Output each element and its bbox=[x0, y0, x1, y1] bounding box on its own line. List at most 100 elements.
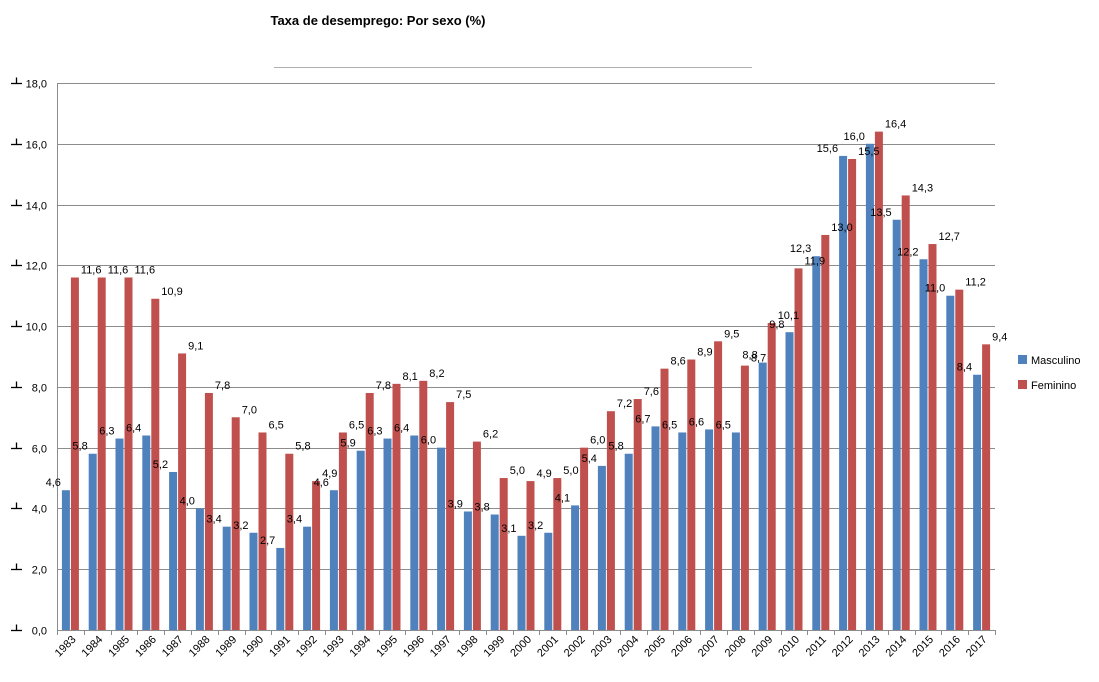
x-tick-label: 2002 bbox=[562, 634, 588, 660]
bar-feminino bbox=[740, 365, 749, 630]
bar-feminino bbox=[151, 298, 160, 630]
bar-feminino bbox=[124, 277, 133, 630]
x-tick-label: 1991 bbox=[267, 634, 293, 660]
data-label-masculino: 3,4 bbox=[287, 514, 302, 526]
data-label-feminino: 10,1 bbox=[778, 310, 799, 322]
bar-masculino bbox=[678, 432, 687, 630]
data-label-feminino: 7,6 bbox=[644, 386, 659, 398]
x-tick-label: 2012 bbox=[830, 634, 856, 660]
x-tick-label: 2017 bbox=[964, 634, 990, 660]
legend[interactable]: Masculino Feminino bbox=[1018, 355, 1081, 392]
x-tick-label: 1999 bbox=[482, 634, 508, 660]
bar-feminino bbox=[204, 392, 213, 630]
x-tick-label: 1994 bbox=[348, 634, 374, 660]
y-axis: 0,0 2,0 4,0 6,0 8,0 10,0 12,0 14,0 16,0 18,0 bbox=[11, 77, 58, 638]
data-label-feminino: 4,9 bbox=[322, 468, 337, 480]
bar-masculino bbox=[785, 332, 794, 630]
data-label-masculino: 13,5 bbox=[870, 207, 891, 219]
data-label-masculino: 6,5 bbox=[716, 419, 731, 431]
data-label-masculino: 6,4 bbox=[126, 423, 141, 435]
bar-feminino bbox=[928, 244, 937, 631]
y-tick-label: 0,0 bbox=[32, 626, 47, 638]
data-label-feminino: 8,2 bbox=[429, 368, 444, 380]
data-label-masculino: 15,6 bbox=[817, 143, 838, 155]
data-label-masculino: 6,6 bbox=[689, 416, 704, 428]
data-label-feminino: 6,2 bbox=[483, 429, 498, 441]
bar-masculino bbox=[865, 143, 874, 630]
x-tick-label: 1996 bbox=[401, 634, 427, 660]
data-label-feminino: 5,0 bbox=[510, 465, 525, 477]
y-tick-label: 4,0 bbox=[32, 504, 47, 516]
data-label-masculino: 16,0 bbox=[843, 131, 864, 143]
bar-masculino bbox=[410, 435, 419, 630]
data-label-feminino: 11,9 bbox=[805, 255, 826, 267]
bar-masculino bbox=[115, 438, 124, 630]
x-tick-label: 2006 bbox=[669, 634, 695, 660]
data-label-feminino: 7,0 bbox=[242, 404, 257, 416]
data-label-feminino: 15,5 bbox=[858, 146, 879, 158]
data-label-masculino: 6,3 bbox=[99, 426, 114, 438]
bar-feminino bbox=[660, 368, 669, 630]
bar-masculino bbox=[437, 447, 446, 630]
bar-feminino bbox=[767, 323, 776, 630]
data-label-feminino: 9,1 bbox=[188, 340, 203, 352]
bar-masculino bbox=[383, 438, 392, 630]
bar-feminino bbox=[794, 268, 803, 630]
x-tick-label: 2009 bbox=[750, 634, 776, 660]
data-label-feminino: 11,6 bbox=[81, 264, 102, 276]
x-tick-label: 1986 bbox=[133, 634, 159, 660]
data-label-feminino: 8,7 bbox=[751, 353, 766, 365]
x-tick-label: 2005 bbox=[642, 634, 668, 660]
x-tick-label: 2007 bbox=[696, 634, 722, 660]
bar-masculino bbox=[463, 511, 472, 630]
data-label-feminino: 12,7 bbox=[939, 231, 960, 243]
data-label-masculino: 11,0 bbox=[925, 283, 946, 295]
bar-masculino bbox=[249, 532, 258, 630]
x-tick-label: 1983 bbox=[53, 634, 79, 660]
data-label-masculino: 3,8 bbox=[474, 502, 489, 514]
data-label-masculino: 5,4 bbox=[582, 453, 597, 465]
bar-feminino bbox=[526, 481, 535, 630]
data-label-feminino: 10,9 bbox=[161, 286, 182, 298]
data-label-feminino: 14,3 bbox=[912, 182, 933, 194]
y-tick-label: 10,0 bbox=[26, 322, 47, 334]
bar-feminino bbox=[580, 447, 589, 630]
bar-feminino bbox=[714, 341, 723, 630]
bar-masculino bbox=[839, 155, 848, 630]
bar-feminino bbox=[633, 399, 642, 630]
data-label-feminino: 16,4 bbox=[885, 119, 906, 131]
bar-feminino bbox=[821, 234, 830, 630]
bar-masculino bbox=[892, 219, 901, 630]
data-label-masculino: 5,9 bbox=[340, 438, 355, 450]
x-tick-label: 2013 bbox=[857, 634, 883, 660]
x-tick-label: 2003 bbox=[589, 634, 615, 660]
x-tick-label: 1990 bbox=[240, 634, 266, 660]
bar-feminino bbox=[365, 392, 374, 630]
x-tick-label: 2015 bbox=[910, 634, 936, 660]
data-label-masculino: 6,0 bbox=[421, 435, 436, 447]
data-label-feminino: 7,8 bbox=[376, 380, 391, 392]
data-label-feminino: 4,9 bbox=[537, 468, 552, 480]
data-label-masculino: 5,2 bbox=[153, 459, 168, 471]
data-label-masculino: 12,2 bbox=[897, 246, 918, 258]
data-label-feminino: 11,2 bbox=[965, 277, 986, 289]
legend-swatch-feminino bbox=[1018, 380, 1027, 389]
bar-feminino bbox=[687, 359, 696, 630]
bar-feminino bbox=[606, 411, 615, 630]
bar-feminino bbox=[258, 432, 267, 630]
x-tick-label: 1993 bbox=[321, 634, 347, 660]
data-label-feminino: 6,0 bbox=[590, 435, 605, 447]
data-label-masculino: 3,2 bbox=[528, 520, 543, 532]
bar-masculino bbox=[544, 532, 553, 630]
data-label-feminino: 5,8 bbox=[295, 441, 310, 453]
bar-masculino bbox=[169, 471, 178, 630]
data-label-masculino: 9,8 bbox=[769, 319, 784, 331]
legend-swatch-masculino bbox=[1018, 355, 1027, 364]
legend-label-masculino: Masculino bbox=[1031, 355, 1081, 367]
x-tick-label: 1984 bbox=[80, 634, 106, 660]
bar-masculino bbox=[61, 490, 70, 630]
data-label-masculino: 8,4 bbox=[957, 362, 972, 374]
bar-masculino bbox=[142, 435, 151, 630]
bar-feminino bbox=[178, 353, 187, 630]
